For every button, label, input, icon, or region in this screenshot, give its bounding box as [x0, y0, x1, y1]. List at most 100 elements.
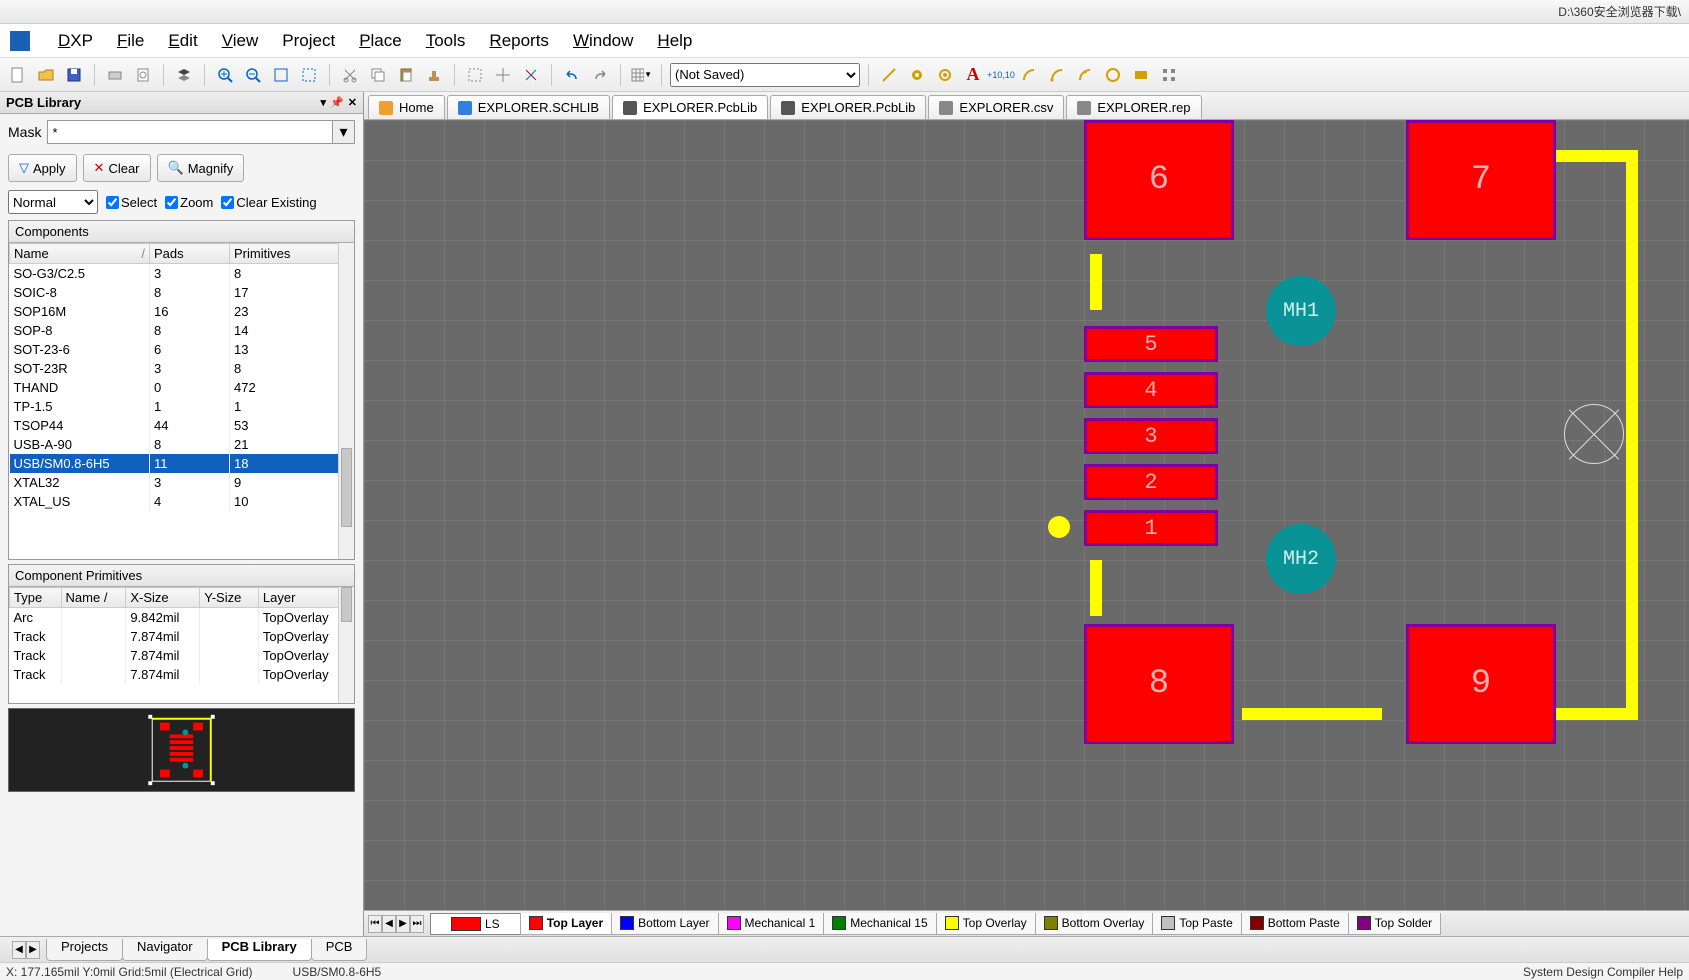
- new-icon[interactable]: [6, 63, 30, 87]
- bottom-tab[interactable]: Navigator: [122, 939, 208, 961]
- arc3-icon[interactable]: [1073, 63, 1097, 87]
- move-icon[interactable]: [491, 63, 515, 87]
- layer-tab[interactable]: Top Paste: [1152, 913, 1241, 935]
- table-row[interactable]: XTAL3239: [10, 473, 354, 492]
- clearexisting-checkbox[interactable]: Clear Existing: [221, 195, 316, 210]
- layer-prev-icon[interactable]: ◀: [382, 915, 396, 933]
- layer-tab[interactable]: Bottom Overlay: [1035, 913, 1154, 935]
- layer-next-icon[interactable]: ▶: [396, 915, 410, 933]
- layer-tab[interactable]: Mechanical 15: [823, 913, 936, 935]
- select-checkbox[interactable]: Select: [106, 195, 157, 210]
- pad[interactable]: 6: [1084, 120, 1234, 240]
- pad[interactable]: 1: [1084, 510, 1218, 546]
- save-icon[interactable]: [62, 63, 86, 87]
- zoom-checkbox[interactable]: Zoom: [165, 195, 213, 210]
- array-tool-icon[interactable]: [1157, 63, 1181, 87]
- magnify-button[interactable]: 🔍Magnify: [157, 154, 245, 182]
- doc-tab[interactable]: EXPLORER.csv: [928, 95, 1064, 119]
- grid-icon[interactable]: ▼: [629, 63, 653, 87]
- table-row[interactable]: TP-1.511: [10, 397, 354, 416]
- table-row[interactable]: TSOP444453: [10, 416, 354, 435]
- pcol-type[interactable]: Type: [10, 588, 62, 608]
- menu-window[interactable]: Window: [573, 31, 633, 51]
- primitives-table[interactable]: Type Name / X-Size Y-Size Layer Arc9.842…: [9, 587, 354, 684]
- table-row[interactable]: Arc9.842milTopOverlay: [10, 608, 354, 628]
- text-tool-icon[interactable]: A: [961, 63, 985, 87]
- zoomin-icon[interactable]: [213, 63, 237, 87]
- cut-icon[interactable]: [338, 63, 362, 87]
- table-row[interactable]: SOIC-8817: [10, 283, 354, 302]
- menu-view[interactable]: View: [222, 31, 259, 51]
- bottom-tab[interactable]: PCB: [311, 939, 368, 961]
- layer-tab[interactable]: Top Layer: [520, 913, 612, 935]
- undo-icon[interactable]: [560, 63, 584, 87]
- components-scrollbar[interactable]: [338, 243, 354, 559]
- clear-button[interactable]: ✕Clear: [83, 154, 151, 182]
- menu-reports[interactable]: Reports: [489, 31, 549, 51]
- bottom-tab[interactable]: Projects: [46, 939, 123, 961]
- pcb-canvas[interactable]: 6789 54321 MH1MH2: [364, 120, 1689, 910]
- zoomout-icon[interactable]: [241, 63, 265, 87]
- normal-select[interactable]: Normal: [8, 190, 98, 214]
- table-row[interactable]: Track7.874milTopOverlay: [10, 665, 354, 684]
- pad[interactable]: 2: [1084, 464, 1218, 500]
- redo-icon[interactable]: [588, 63, 612, 87]
- table-row[interactable]: SOT-23R38: [10, 359, 354, 378]
- zoomfit-icon[interactable]: [269, 63, 293, 87]
- deselect-icon[interactable]: [519, 63, 543, 87]
- table-row[interactable]: XTAL_US410: [10, 492, 354, 511]
- doc-tab[interactable]: EXPLORER.rep: [1066, 95, 1201, 119]
- pad[interactable]: 8: [1084, 624, 1234, 744]
- doc-tab[interactable]: EXPLORER.PcbLib: [770, 95, 926, 119]
- pad[interactable]: 7: [1406, 120, 1556, 240]
- btab-prev-icon[interactable]: ◀: [12, 941, 26, 959]
- pin-icon[interactable]: ▾: [321, 96, 327, 109]
- rect-tool-icon[interactable]: [1129, 63, 1153, 87]
- pad[interactable]: 3: [1084, 418, 1218, 454]
- table-row[interactable]: USB-A-90821: [10, 435, 354, 454]
- via-tool-icon[interactable]: [933, 63, 957, 87]
- menu-tools[interactable]: Tools: [426, 31, 466, 51]
- zoomsel-icon[interactable]: [297, 63, 321, 87]
- mask-input[interactable]: [47, 120, 333, 144]
- preview-icon[interactable]: [131, 63, 155, 87]
- table-row[interactable]: SOP16M1623: [10, 302, 354, 321]
- close-panel-icon[interactable]: ✕: [348, 96, 357, 109]
- saved-dropdown[interactable]: (Not Saved): [670, 63, 860, 87]
- arc1-icon[interactable]: [1017, 63, 1041, 87]
- layers-icon[interactable]: [172, 63, 196, 87]
- arc2-icon[interactable]: [1045, 63, 1069, 87]
- layer-tab[interactable]: Mechanical 1: [718, 913, 825, 935]
- mounting-hole[interactable]: MH2: [1266, 524, 1336, 594]
- paste-icon[interactable]: [394, 63, 418, 87]
- table-row[interactable]: THAND0472: [10, 378, 354, 397]
- table-row[interactable]: USB/SM0.8-6H51118: [10, 454, 354, 473]
- layer-tab[interactable]: Bottom Layer: [611, 913, 718, 935]
- apply-button[interactable]: ▽Apply: [8, 154, 77, 182]
- pcol-ysize[interactable]: Y-Size: [200, 588, 259, 608]
- menu-place[interactable]: Place: [359, 31, 402, 51]
- mounting-hole[interactable]: MH1: [1266, 276, 1336, 346]
- doc-tab[interactable]: EXPLORER.SCHLIB: [447, 95, 610, 119]
- pad[interactable]: 5: [1084, 326, 1218, 362]
- table-row[interactable]: SOP-8814: [10, 321, 354, 340]
- layer-tab[interactable]: Top Solder: [1348, 913, 1441, 935]
- layer-last-icon[interactable]: ⏭: [410, 915, 424, 933]
- table-row[interactable]: SO-G3/C2.538: [10, 264, 354, 284]
- open-icon[interactable]: [34, 63, 58, 87]
- pin2-icon[interactable]: 📌: [330, 96, 344, 109]
- btab-next-icon[interactable]: ▶: [26, 941, 40, 959]
- circle-tool-icon[interactable]: [1101, 63, 1125, 87]
- mask-dropdown-icon[interactable]: ▾: [333, 120, 355, 144]
- menu-file[interactable]: File: [117, 31, 144, 51]
- menu-help[interactable]: Help: [657, 31, 692, 51]
- line-tool-icon[interactable]: [877, 63, 901, 87]
- table-row[interactable]: Track7.874milTopOverlay: [10, 627, 354, 646]
- copy-icon[interactable]: [366, 63, 390, 87]
- col-prims[interactable]: Primitives: [230, 244, 354, 264]
- select-rect-icon[interactable]: [463, 63, 487, 87]
- print-icon[interactable]: [103, 63, 127, 87]
- pad-tool-icon[interactable]: [905, 63, 929, 87]
- pad[interactable]: 9: [1406, 624, 1556, 744]
- col-name[interactable]: Name /: [10, 244, 150, 264]
